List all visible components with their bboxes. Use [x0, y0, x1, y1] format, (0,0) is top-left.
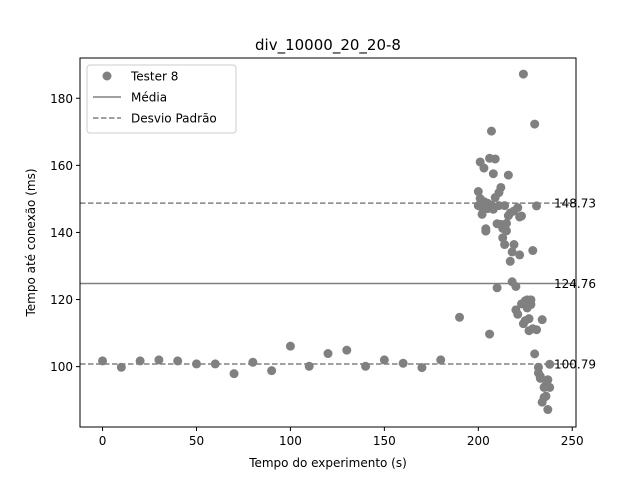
legend-label-mean: Média: [131, 91, 167, 105]
x-tick-label: 200: [467, 434, 490, 448]
data-point: [524, 314, 534, 324]
legend-box: [86, 64, 237, 134]
data-point: [501, 218, 511, 228]
data-point: [511, 281, 521, 291]
x-tick-label: 100: [279, 434, 302, 448]
data-point: [342, 345, 352, 355]
data-point: [515, 250, 525, 260]
data-point: [505, 256, 515, 266]
data-point: [479, 163, 489, 173]
plot-frame: [79, 57, 577, 428]
y-tick-label: 140: [50, 226, 73, 240]
x-axis-ticks: 0 50 100 150 200 250: [99, 427, 584, 448]
data-point: [191, 359, 201, 369]
data-point: [545, 382, 555, 392]
data-point: [486, 126, 496, 136]
data-point: [210, 359, 220, 369]
data-point: [532, 201, 542, 211]
chart-title: div_10000_20_20-8: [255, 36, 401, 55]
y-axis-ticks: 100 120 140 160 180: [50, 92, 80, 374]
data-point: [501, 226, 511, 236]
data-point: [417, 363, 427, 373]
legend-label-std: Desvio Padrão: [131, 112, 217, 126]
data-point: [248, 357, 258, 367]
data-point: [517, 211, 527, 221]
data-point: [532, 325, 542, 335]
data-point: [492, 283, 502, 293]
data-point: [488, 169, 498, 179]
data-point: [323, 349, 333, 359]
y-tick-label: 120: [50, 293, 73, 307]
reference-line-labels: 148.73 124.76 100.79: [554, 197, 596, 372]
legend-marker-points: [102, 71, 112, 81]
data-point: [537, 315, 547, 325]
data-point: [304, 361, 314, 371]
legend: Tester 8 Média Desvio Padrão: [86, 64, 237, 134]
data-point: [500, 201, 510, 211]
legend-label-series: Tester 8: [130, 70, 178, 84]
data-point: [135, 356, 145, 366]
data-point: [507, 247, 517, 257]
data-point: [543, 375, 553, 385]
data-point: [513, 309, 523, 319]
data-point: [473, 187, 483, 197]
data-point: [509, 240, 519, 250]
data-point: [490, 154, 500, 164]
data-point: [229, 369, 239, 379]
data-point: [503, 170, 513, 180]
y-tick-label: 160: [50, 159, 73, 173]
data-point: [485, 329, 495, 339]
lower-line-label: 100.79: [554, 357, 596, 371]
y-axis-label: Tempo até conexão (ms): [24, 168, 38, 317]
data-point: [541, 391, 551, 401]
data-point: [496, 182, 506, 192]
data-point: [535, 373, 545, 383]
data-point: [500, 240, 510, 250]
data-point: [481, 224, 491, 234]
x-tick-label: 250: [561, 434, 584, 448]
data-point: [154, 355, 164, 365]
data-point: [543, 405, 553, 415]
data-point: [533, 362, 543, 372]
data-point: [530, 119, 540, 129]
mean-line-label: 124.76: [554, 277, 596, 291]
y-tick-label: 100: [50, 360, 73, 374]
data-points: [98, 69, 555, 415]
upper-line-label: 148.73: [554, 197, 596, 211]
data-point: [528, 246, 538, 256]
x-tick-label: 50: [189, 434, 204, 448]
data-point: [379, 355, 389, 365]
data-point: [530, 349, 540, 359]
data-point: [455, 312, 465, 322]
x-tick-label: 0: [99, 434, 107, 448]
data-point: [436, 355, 446, 365]
data-point: [398, 358, 408, 368]
data-point: [518, 69, 528, 79]
data-point: [98, 356, 108, 366]
data-point: [526, 300, 536, 310]
data-point: [513, 203, 523, 213]
data-point: [545, 359, 555, 369]
data-point: [477, 209, 487, 219]
x-tick-label: 150: [373, 434, 396, 448]
x-axis-label: Tempo do experimento (s): [248, 456, 407, 470]
data-point: [285, 341, 295, 351]
data-point: [116, 362, 126, 372]
data-point: [361, 361, 371, 371]
y-tick-label: 180: [50, 92, 73, 106]
data-point: [173, 356, 183, 366]
data-point: [267, 366, 277, 376]
